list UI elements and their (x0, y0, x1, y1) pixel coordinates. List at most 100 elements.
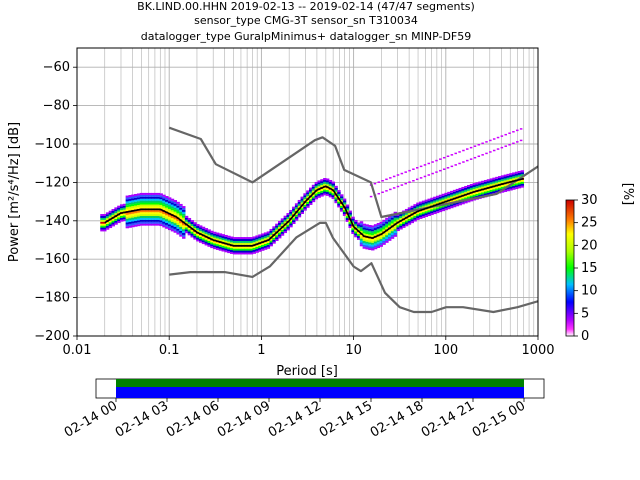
heatmap-cell (176, 221, 180, 224)
heatmap-cell (362, 229, 367, 232)
low-noise-model-line (169, 221, 538, 314)
heatmap-cell (156, 210, 161, 213)
heatmap-cell (173, 230, 178, 233)
heatmap-cell (272, 237, 276, 240)
heatmap-cell (151, 204, 155, 207)
heatmap-cell (323, 183, 327, 186)
heatmap-cell (466, 186, 471, 189)
heatmap-cell (373, 228, 378, 231)
heatmap-cell (193, 224, 197, 227)
heatmap-cell (413, 217, 417, 220)
heatmap-cell (136, 216, 141, 219)
heatmap-cell (170, 229, 175, 232)
heatmap-cell (509, 176, 513, 179)
heatmap-cell (162, 223, 166, 226)
heatmap-cell (165, 226, 169, 229)
heatmap-cell (179, 223, 183, 226)
heatmap-cell (438, 198, 443, 201)
x-tick-label: 1000 (521, 343, 554, 358)
heatmap-cell (289, 223, 293, 226)
heatmap-cell (379, 237, 383, 240)
heatmap-cell (400, 184, 404, 186)
heatmap-cell (167, 216, 172, 219)
heatmap-cell (210, 240, 214, 243)
heatmap-cell (331, 181, 335, 184)
heatmap-cell (450, 196, 454, 199)
heatmap-cell (323, 193, 327, 196)
heatmap-cell (134, 215, 138, 218)
heatmap-cell (323, 177, 327, 180)
heatmap-cell (201, 236, 206, 239)
heatmap-cell (500, 175, 505, 178)
heatmap-cell (385, 240, 389, 243)
timeline-tick-label: 02-14 12 (266, 398, 324, 440)
heatmap-cell (396, 223, 400, 226)
heatmap-cell (142, 202, 146, 205)
heatmap-cell (483, 179, 488, 182)
heatmap-cell (145, 196, 149, 199)
heatmap-cell (410, 205, 414, 208)
heatmap-cell (114, 222, 118, 225)
heatmap-cell (478, 185, 482, 188)
heatmap-cell (478, 183, 482, 186)
heatmap-cell (176, 215, 180, 218)
heatmap-cell (238, 246, 242, 249)
heatmap-cell (506, 179, 510, 182)
heatmap-cell (213, 247, 217, 250)
heatmap-cell (496, 136, 500, 139)
heatmap-cell (241, 250, 245, 253)
heatmap-cell (498, 181, 502, 184)
heatmap-cell (306, 205, 310, 208)
heatmap-cell (173, 226, 178, 229)
heatmap-cell (235, 239, 240, 241)
heatmap-cell (207, 235, 211, 238)
heatmap-cell (331, 193, 335, 196)
heatmap-cell (377, 181, 381, 183)
heatmap-cell (277, 236, 282, 239)
heatmap-cell (337, 195, 341, 198)
heatmap-cell (334, 197, 338, 200)
heatmap-cell (496, 148, 500, 150)
heatmap-cell (159, 197, 163, 200)
heatmap-cell (337, 201, 341, 204)
heatmap-cell (151, 192, 155, 195)
heatmap-cell (190, 233, 194, 236)
heatmap-cell (297, 215, 302, 218)
heatmap-cell (517, 174, 522, 177)
heatmap-cell (297, 211, 302, 214)
heatmap-cell (376, 246, 381, 249)
heatmap-cell (275, 239, 279, 242)
heatmap-cell (111, 222, 115, 225)
heatmap-cell (128, 221, 132, 224)
coverage-bar-bottom (116, 387, 524, 398)
heatmap-cell (458, 203, 462, 206)
heatmap-cell (258, 236, 262, 239)
heatmap-cell (393, 225, 398, 228)
heatmap-cell (309, 199, 313, 202)
heatmap-cell (320, 183, 324, 186)
heatmap-cell (230, 246, 234, 249)
heatmap-cell (190, 222, 194, 225)
heatmap-cell (244, 237, 248, 240)
heatmap-cell (198, 238, 203, 241)
heatmap-cell (416, 217, 420, 220)
heatmap-cell (351, 218, 355, 221)
heatmap-cell (382, 237, 386, 240)
heatmap-cell (390, 234, 395, 237)
heatmap-cell (227, 251, 231, 254)
plot-frame (76, 47, 539, 337)
heatmap-cell (215, 247, 220, 250)
heatmap-cell (458, 193, 462, 196)
heatmap-cell (356, 235, 361, 238)
heatmap-cell (390, 221, 395, 224)
heatmap-cell (184, 217, 189, 220)
heatmap-cell (345, 210, 350, 213)
heatmap-cell (103, 215, 107, 218)
heatmap-cell (303, 206, 307, 209)
heatmap-cell (179, 211, 183, 214)
heatmap-cell (447, 193, 451, 196)
heatmap-cell (421, 202, 426, 205)
heatmap-cell (204, 231, 209, 234)
heatmap-cell (365, 245, 369, 248)
heatmap-cell (261, 235, 265, 238)
